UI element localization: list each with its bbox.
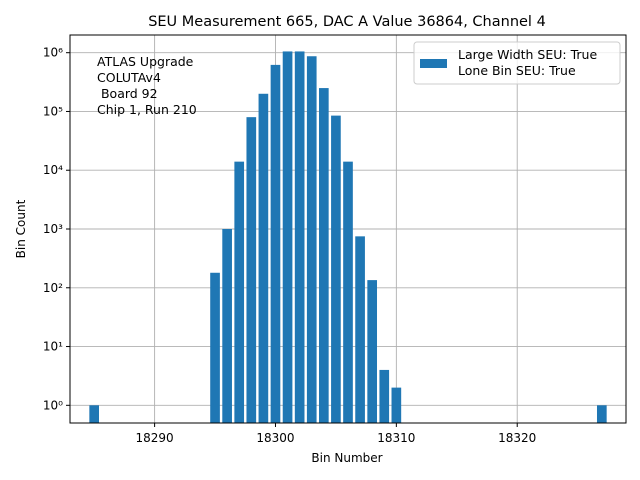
histogram-bar xyxy=(318,88,329,423)
legend-entry-large-width: Large Width SEU: True xyxy=(458,47,597,62)
y-tick-label: 10⁰ xyxy=(43,398,63,412)
x-tick-label: 18300 xyxy=(256,431,294,445)
y-tick-label: 10³ xyxy=(43,222,63,236)
x-axis-label: Bin Number xyxy=(311,451,382,465)
histogram-bar xyxy=(367,280,378,423)
annotation-line: Board 92 xyxy=(97,86,158,101)
legend-entry-lone-bin: Lone Bin SEU: True xyxy=(458,63,576,78)
x-axis-ticks: 18290 18300 18310 18320 xyxy=(136,423,536,445)
y-axis-label: Bin Count xyxy=(14,199,28,258)
histogram-bar xyxy=(270,64,281,423)
histogram-bar xyxy=(210,272,220,423)
y-tick-label: 10⁴ xyxy=(43,163,63,177)
x-tick-label: 18290 xyxy=(136,431,174,445)
histogram-bar xyxy=(306,56,317,423)
annotation-line: ATLAS Upgrade xyxy=(97,54,194,69)
chart-title: SEU Measurement 665, DAC A Value 36864, … xyxy=(148,14,546,30)
histogram-bar xyxy=(355,236,365,423)
x-tick-label: 18320 xyxy=(498,431,536,445)
y-tick-label: 10⁵ xyxy=(43,104,63,118)
y-tick-label: 10² xyxy=(43,281,63,295)
histogram-bar xyxy=(246,117,257,424)
bars xyxy=(89,51,607,424)
y-tick-label: 10¹ xyxy=(43,340,63,354)
histogram-bar xyxy=(294,51,305,423)
histogram-bar xyxy=(282,51,293,423)
histogram-bar xyxy=(258,93,269,424)
histogram-bar xyxy=(234,161,245,424)
legend-swatch xyxy=(420,59,447,68)
y-axis-ticks: 10⁰ 10¹ 10² 10³ 10⁴ 10⁵ 10⁶ xyxy=(43,46,70,412)
legend-box xyxy=(413,41,621,85)
annotation-line: Chip 1, Run 210 xyxy=(97,102,197,117)
legend: Large Width SEU: True Lone Bin SEU: True xyxy=(413,41,621,85)
histogram-bar xyxy=(596,405,607,423)
histogram-bar xyxy=(331,115,341,423)
y-tick-label: 10⁶ xyxy=(43,46,63,60)
histogram-bar xyxy=(89,405,100,423)
histogram-bar xyxy=(391,387,402,423)
x-tick-label: 18310 xyxy=(377,431,415,445)
annotation-line: COLUTAv4 xyxy=(97,70,161,85)
histogram-bar xyxy=(222,229,232,423)
histogram-bar xyxy=(343,161,353,424)
histogram-bar xyxy=(379,369,390,423)
